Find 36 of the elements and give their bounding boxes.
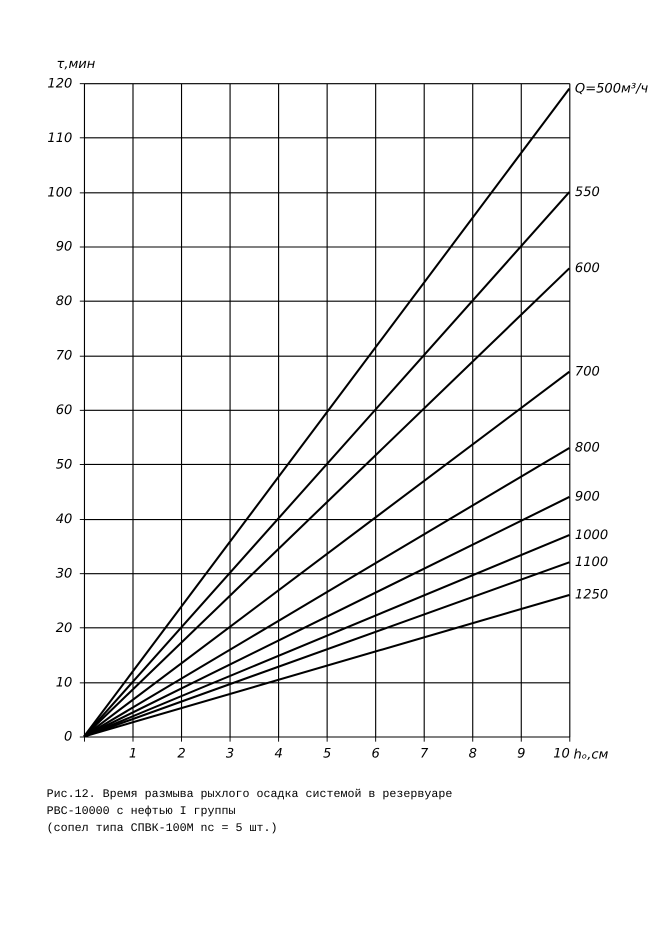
series-label: 800 — [574, 440, 600, 456]
series-label: 550 — [574, 184, 600, 200]
y-tick-label: 20 — [56, 620, 72, 636]
y-tick-label: 0 — [64, 730, 72, 745]
x-axis-title: hₒ,см — [574, 747, 609, 762]
y-tick-label: 90 — [56, 240, 72, 255]
x-tick-label: 4 — [274, 746, 283, 762]
y-tick-label: 100 — [47, 185, 72, 200]
x-tick-label: 2 — [177, 746, 186, 762]
x-tick-label: 8 — [468, 746, 477, 762]
text: (сопел типа СПВК-100М nс = 5 шт.) — [46, 820, 278, 835]
y-tick-label: 120 — [47, 76, 72, 92]
series-label: 700 — [574, 364, 600, 380]
x-tick-label: 7 — [420, 746, 430, 762]
series-label: Q=500м³/ч — [574, 81, 649, 96]
text: Рис.12. Время размыва рыхлого осадка системой в резервуаре РВС-10000 с нефтью I группы — [46, 787, 452, 818]
series-label: 1250 — [574, 588, 608, 603]
series-label: 1100 — [574, 555, 608, 570]
x-tick-label: 9 — [517, 746, 526, 762]
series-label: 600 — [574, 261, 600, 276]
series-label: 1000 — [574, 528, 608, 543]
y-tick-label: 10 — [56, 675, 72, 690]
y-tick-label: 70 — [56, 348, 72, 364]
x-tick-label: 3 — [226, 746, 234, 762]
x-tick-label: 1 — [128, 746, 138, 762]
x-tick-label: 6 — [372, 746, 380, 762]
x-tick-label: 10 — [553, 746, 570, 762]
y-axis-title: τ,мин — [56, 56, 96, 72]
y-tick-label: 40 — [56, 512, 72, 527]
series-label: 900 — [574, 490, 600, 505]
y-tick-label: 30 — [56, 566, 72, 582]
y-tick-label: 50 — [56, 458, 72, 473]
y-tick-label: 110 — [47, 130, 72, 146]
y-tick-label: 80 — [56, 294, 72, 310]
x-tick-label: 5 — [322, 746, 332, 762]
y-tick-label: 60 — [56, 403, 72, 418]
